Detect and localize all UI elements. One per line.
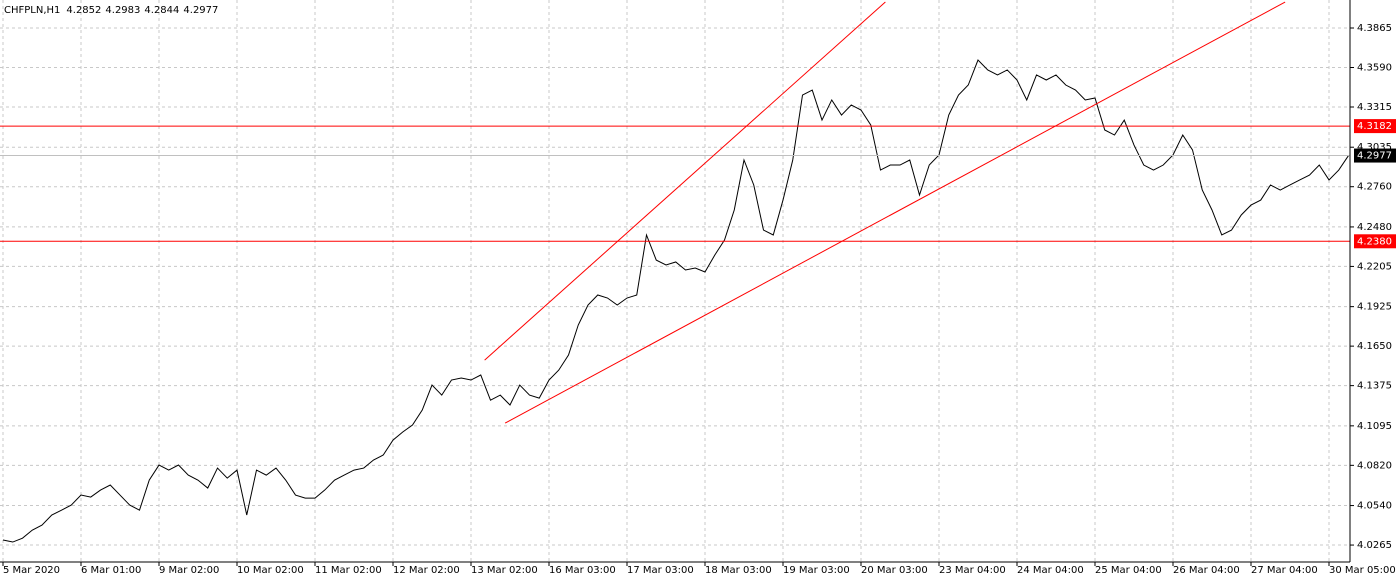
x-tick-label: 27 Mar 04:00 <box>1251 565 1318 576</box>
y-tick-label: 4.1375 <box>1357 381 1392 392</box>
level-label: 4.3182 <box>1357 121 1392 132</box>
price-line <box>2 59 1349 543</box>
y-tick-label: 4.3590 <box>1357 63 1392 74</box>
x-tick-label: 18 Mar 03:00 <box>705 565 772 576</box>
y-tick-label: 4.3035 <box>1357 142 1392 153</box>
plot-area <box>0 1 1350 543</box>
y-tick-label: 4.3865 <box>1357 23 1392 34</box>
y-tick-label: 4.1650 <box>1357 341 1392 352</box>
y-tick-label: 4.0265 <box>1357 540 1392 551</box>
x-tick-label: 23 Mar 04:00 <box>939 565 1006 576</box>
close: 4.2977 <box>183 5 218 16</box>
x-tick-label: 26 Mar 04:00 <box>1173 565 1240 576</box>
y-tick-label: 4.2480 <box>1357 222 1392 233</box>
low: 4.2844 <box>144 5 179 16</box>
y-tick-label: 4.0820 <box>1357 460 1392 471</box>
x-tick-label: 5 Mar 2020 <box>3 565 60 576</box>
y-tick-label: 4.1095 <box>1357 421 1392 432</box>
y-tick-label: 4.1925 <box>1357 302 1392 313</box>
symbol: CHFPLN,H1 <box>4 5 60 16</box>
y-tick-label: 4.0540 <box>1357 501 1392 512</box>
high: 4.2983 <box>105 5 140 16</box>
x-tick-label: 9 Mar 02:00 <box>159 565 219 576</box>
x-tick-label: 30 Mar 05:00 <box>1329 565 1396 576</box>
x-tick-label: 25 Mar 04:00 <box>1095 565 1162 576</box>
level-label-box <box>1354 234 1396 249</box>
header: CHFPLN,H1 4.2852 4.2983 4.2844 4.2977 <box>4 5 218 16</box>
x-tick-label: 20 Mar 03:00 <box>861 565 928 576</box>
trend-line <box>484 1 886 361</box>
level-label-box <box>1354 119 1396 134</box>
x-tick-label: 13 Mar 02:00 <box>471 565 538 576</box>
level-label: 4.2380 <box>1357 236 1392 247</box>
x-tick-label: 19 Mar 03:00 <box>783 565 850 576</box>
labels: 4.3865 4.3590 4.3315 4.3035 4.2760 4.2480 4.22… <box>2 23 1396 576</box>
x-tick-label: 17 Mar 03:00 <box>627 565 694 576</box>
x-tick-label: 24 Mar 04:00 <box>1017 565 1084 576</box>
x-tick-label: 12 Mar 02:00 <box>393 565 460 576</box>
y-tick-label: 4.3315 <box>1357 102 1392 113</box>
current-price-label: 4.2977 <box>1357 151 1392 162</box>
x-tick-label: 16 Mar 03:00 <box>549 565 616 576</box>
y-tick-label: 4.2205 <box>1357 261 1392 272</box>
x-tick-label: 11 Mar 02:00 <box>315 565 382 576</box>
grid <box>0 0 1350 562</box>
x-tick-label: 10 Mar 02:00 <box>237 565 304 576</box>
trend-line <box>504 1 1286 424</box>
x-tick-label: 6 Mar 01:00 <box>81 565 141 576</box>
y-tick-label: 4.2760 <box>1357 182 1392 193</box>
current-price-box <box>1354 148 1396 163</box>
open: 4.2852 <box>66 5 101 16</box>
